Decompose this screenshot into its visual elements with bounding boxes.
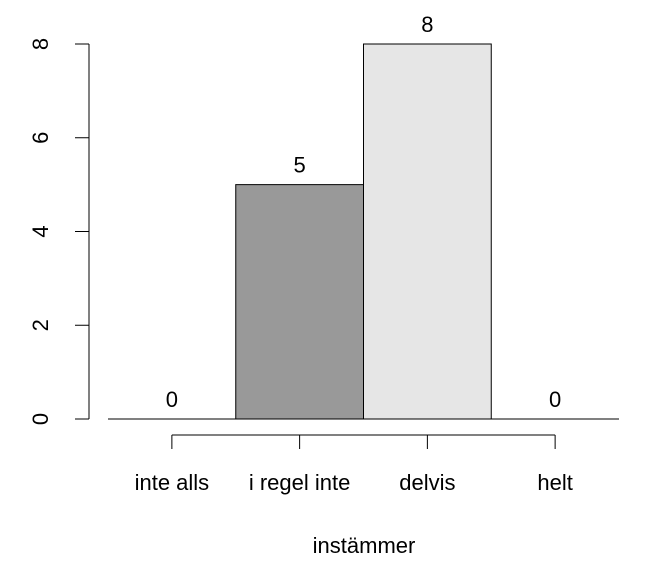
value-label: 0: [166, 387, 178, 412]
bar: [363, 43, 492, 420]
y-tick-label: 2: [28, 319, 53, 331]
x-tick-label: delvis: [399, 470, 455, 495]
x-tick-label: i regel inte: [249, 470, 351, 495]
value-label: 0: [549, 387, 561, 412]
y-tick-label: 0: [28, 413, 53, 425]
bar: [235, 184, 364, 420]
value-label: 5: [294, 152, 306, 177]
y-tick-label: 4: [28, 225, 53, 237]
value-label: 8: [421, 12, 433, 37]
x-tick-label: inte alls: [135, 470, 210, 495]
y-tick-label: 8: [28, 38, 53, 50]
x-tick-label: helt: [537, 470, 572, 495]
x-axis-label: instämmer: [313, 533, 416, 558]
y-tick-label: 6: [28, 132, 53, 144]
